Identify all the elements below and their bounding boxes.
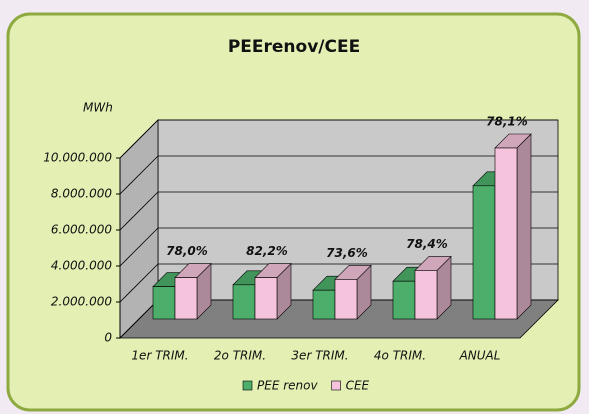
x-tick-label: 2o TRIM. bbox=[214, 349, 266, 363]
grid-line bbox=[119, 191, 558, 231]
bar bbox=[414, 270, 438, 320]
y-tick-label: 2.000.000 bbox=[51, 295, 112, 309]
bar bbox=[152, 286, 176, 320]
legend-label: CEE bbox=[346, 379, 370, 393]
annotation: 78,0% bbox=[166, 244, 208, 258]
bar bbox=[334, 279, 358, 320]
bar-side bbox=[516, 133, 532, 320]
bar bbox=[472, 185, 496, 320]
x-tick-label: 3er TRIM. bbox=[291, 349, 348, 363]
y-tick-label: 10.000.000 bbox=[43, 151, 112, 165]
grid-line bbox=[119, 155, 558, 195]
bar bbox=[494, 147, 518, 320]
y-tick-label: 0 bbox=[104, 331, 112, 345]
legend-swatch bbox=[242, 380, 253, 391]
bar bbox=[392, 280, 416, 320]
bar bbox=[312, 289, 336, 320]
x-tick-label: ANUAL bbox=[459, 349, 501, 363]
y-axis-label: MWh bbox=[83, 101, 113, 115]
grid-line bbox=[119, 227, 558, 267]
x-tick-label: 1er TRIM. bbox=[131, 349, 188, 363]
y-tick-label: 4.000.000 bbox=[51, 259, 112, 273]
annotation: 78,4% bbox=[406, 237, 448, 251]
bar bbox=[254, 277, 278, 320]
grid-line bbox=[119, 119, 558, 159]
bar bbox=[232, 284, 256, 320]
y-tick-label: 8.000.000 bbox=[51, 187, 112, 201]
bar bbox=[174, 277, 198, 320]
legend-swatch bbox=[331, 380, 341, 391]
y-tick-label: 6.000.000 bbox=[51, 223, 112, 237]
chart-title: PEErenov/CEE bbox=[228, 37, 360, 57]
annotation: 82,2% bbox=[246, 244, 288, 258]
annotation: 73,6% bbox=[326, 246, 368, 260]
x-tick-label: 4o TRIM. bbox=[374, 349, 426, 363]
annotation: 78,1% bbox=[486, 115, 528, 129]
legend-label: PEE renov bbox=[257, 379, 318, 393]
